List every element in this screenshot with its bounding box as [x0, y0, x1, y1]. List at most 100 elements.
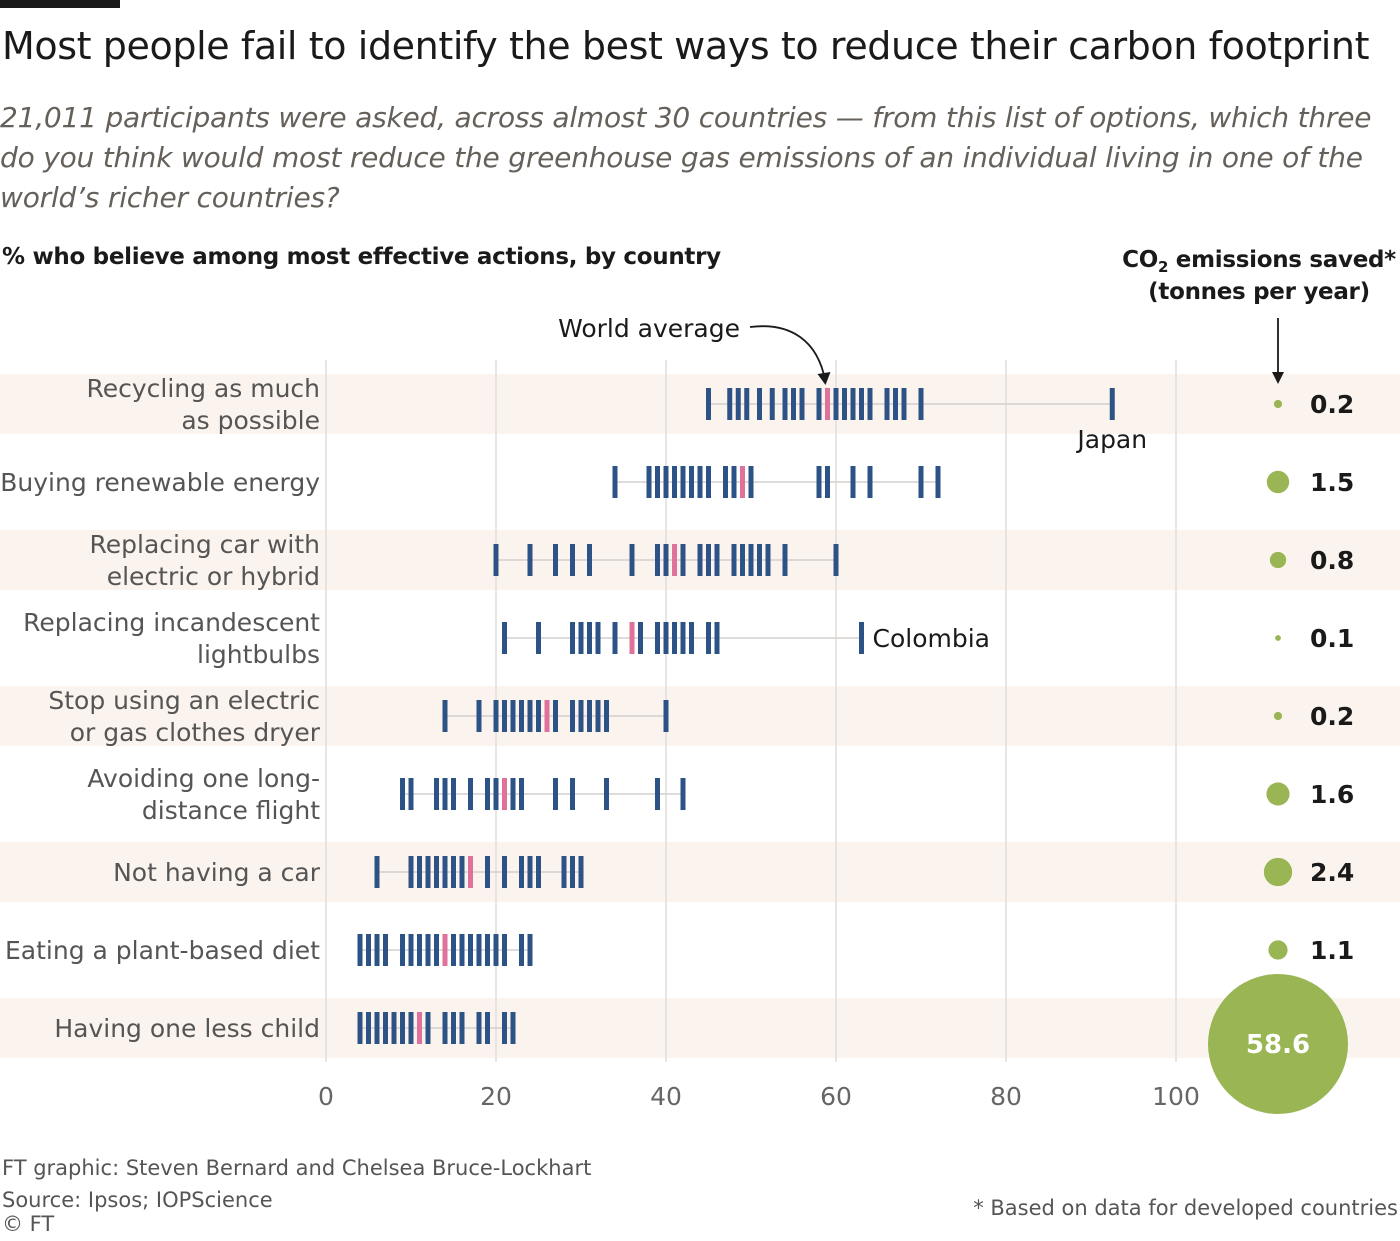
country-mark: [714, 544, 720, 576]
co2-bubble: [1268, 940, 1288, 960]
country-mark: [663, 466, 669, 498]
country-mark: [595, 700, 601, 732]
country-mark: [493, 700, 499, 732]
country-mark: [493, 778, 499, 810]
country-mark: [527, 856, 533, 888]
country-mark: [612, 466, 618, 498]
co2-bubble: [1266, 782, 1290, 806]
world-average-mark: [544, 700, 550, 732]
row-label: Not having a car: [113, 858, 321, 887]
country-mark: [493, 934, 499, 966]
country-mark: [706, 388, 711, 420]
country-mark: [561, 856, 567, 888]
country-mark: [629, 544, 635, 576]
country-mark: [408, 934, 414, 966]
country-mark: [459, 934, 465, 966]
x-tick-label: 80: [990, 1082, 1022, 1111]
graphic-credit: FT graphic: Steven Bernard and Chelsea B…: [2, 1156, 592, 1180]
country-mark: [417, 934, 422, 966]
country-mark: [744, 388, 750, 420]
country-mark: [757, 388, 762, 420]
country-mark: [867, 388, 873, 420]
country-mark: [400, 934, 405, 966]
world-average-mark: [825, 388, 830, 420]
row-label: Buying renewable energy: [0, 468, 320, 497]
world-average-mark: [417, 1012, 422, 1044]
country-mark: [357, 934, 363, 966]
co2-bubble: [1208, 974, 1348, 1114]
country-mark: [578, 622, 584, 654]
country-mark: [816, 388, 822, 420]
chart-subtitle: 21,011 participants were asked, across a…: [0, 101, 1372, 214]
country-mark: [536, 622, 541, 654]
world-average-mark: [468, 856, 473, 888]
country-mark: [748, 466, 754, 498]
footnote: * Based on data for developed countries: [973, 1196, 1398, 1220]
country-mark: [485, 778, 490, 810]
country-mark: [459, 1012, 465, 1044]
co2-bubble: [1266, 470, 1290, 494]
co2-bubble: [1273, 711, 1283, 721]
row-band: [0, 998, 1400, 1058]
country-mark: [519, 700, 524, 732]
x-tick-label: 40: [650, 1082, 682, 1111]
country-mark: [646, 466, 652, 498]
country-mark: [935, 466, 941, 498]
country-mark: [697, 466, 703, 498]
country-mark: [468, 778, 473, 810]
country-mark: [485, 1012, 490, 1044]
country-mark: [553, 544, 558, 576]
country-mark: [442, 856, 448, 888]
country-mark: [740, 544, 745, 576]
country-mark: [570, 544, 575, 576]
co2-column-header: CO2 emissions saved* (tonnes per year): [1118, 244, 1400, 308]
country-mark: [604, 778, 609, 810]
country-mark: [663, 700, 669, 732]
country-mark: [442, 1012, 448, 1044]
country-mark: [901, 388, 907, 420]
country-mark: [655, 622, 660, 654]
country-mark: [374, 856, 380, 888]
country-mark: [612, 622, 618, 654]
country-mark: [859, 388, 864, 420]
country-mark: [570, 700, 575, 732]
country-mark: [366, 1012, 371, 1044]
country-mark: [655, 544, 660, 576]
copyright: © FT: [2, 1212, 55, 1236]
world-average-mark: [740, 466, 745, 498]
row-label: Replacing car with: [90, 530, 320, 559]
country-mark: [425, 856, 431, 888]
co2-header-rest: emissions saved*: [1168, 247, 1396, 273]
country-mark: [748, 544, 754, 576]
country-mark: [451, 1012, 456, 1044]
country-mark: [451, 778, 456, 810]
country-mark: [357, 1012, 363, 1044]
country-mark: [425, 1012, 431, 1044]
co2-value-label: 0.8: [1310, 546, 1354, 575]
country-mark: [825, 466, 830, 498]
row-band: [0, 374, 1400, 434]
row-label: Replacing incandescent: [23, 608, 320, 637]
country-mark: [578, 856, 584, 888]
country-mark: [366, 934, 371, 966]
co2-bubble: [1263, 857, 1293, 887]
country-mark: [519, 934, 524, 966]
co2-bubble: [1269, 551, 1287, 569]
country-mark: [417, 856, 422, 888]
country-mark: [689, 622, 694, 654]
row-label: Eating a plant-based diet: [5, 936, 320, 965]
country-mark: [638, 622, 643, 654]
country-mark: [434, 856, 439, 888]
country-mark: [587, 622, 592, 654]
country-mark: [476, 934, 482, 966]
country-mark: [1109, 388, 1115, 420]
row-label: lightbulbs: [197, 640, 320, 669]
co2-value-label: 58.6: [1246, 1030, 1310, 1060]
footer-credits: FT graphic: Steven Bernard and Chelsea B…: [2, 1152, 591, 1240]
country-mark: [833, 388, 839, 420]
row-label: Stop using an electric: [48, 686, 320, 715]
co2-header-co: CO: [1122, 247, 1158, 273]
country-mark: [451, 934, 456, 966]
world-average-mark: [672, 544, 677, 576]
